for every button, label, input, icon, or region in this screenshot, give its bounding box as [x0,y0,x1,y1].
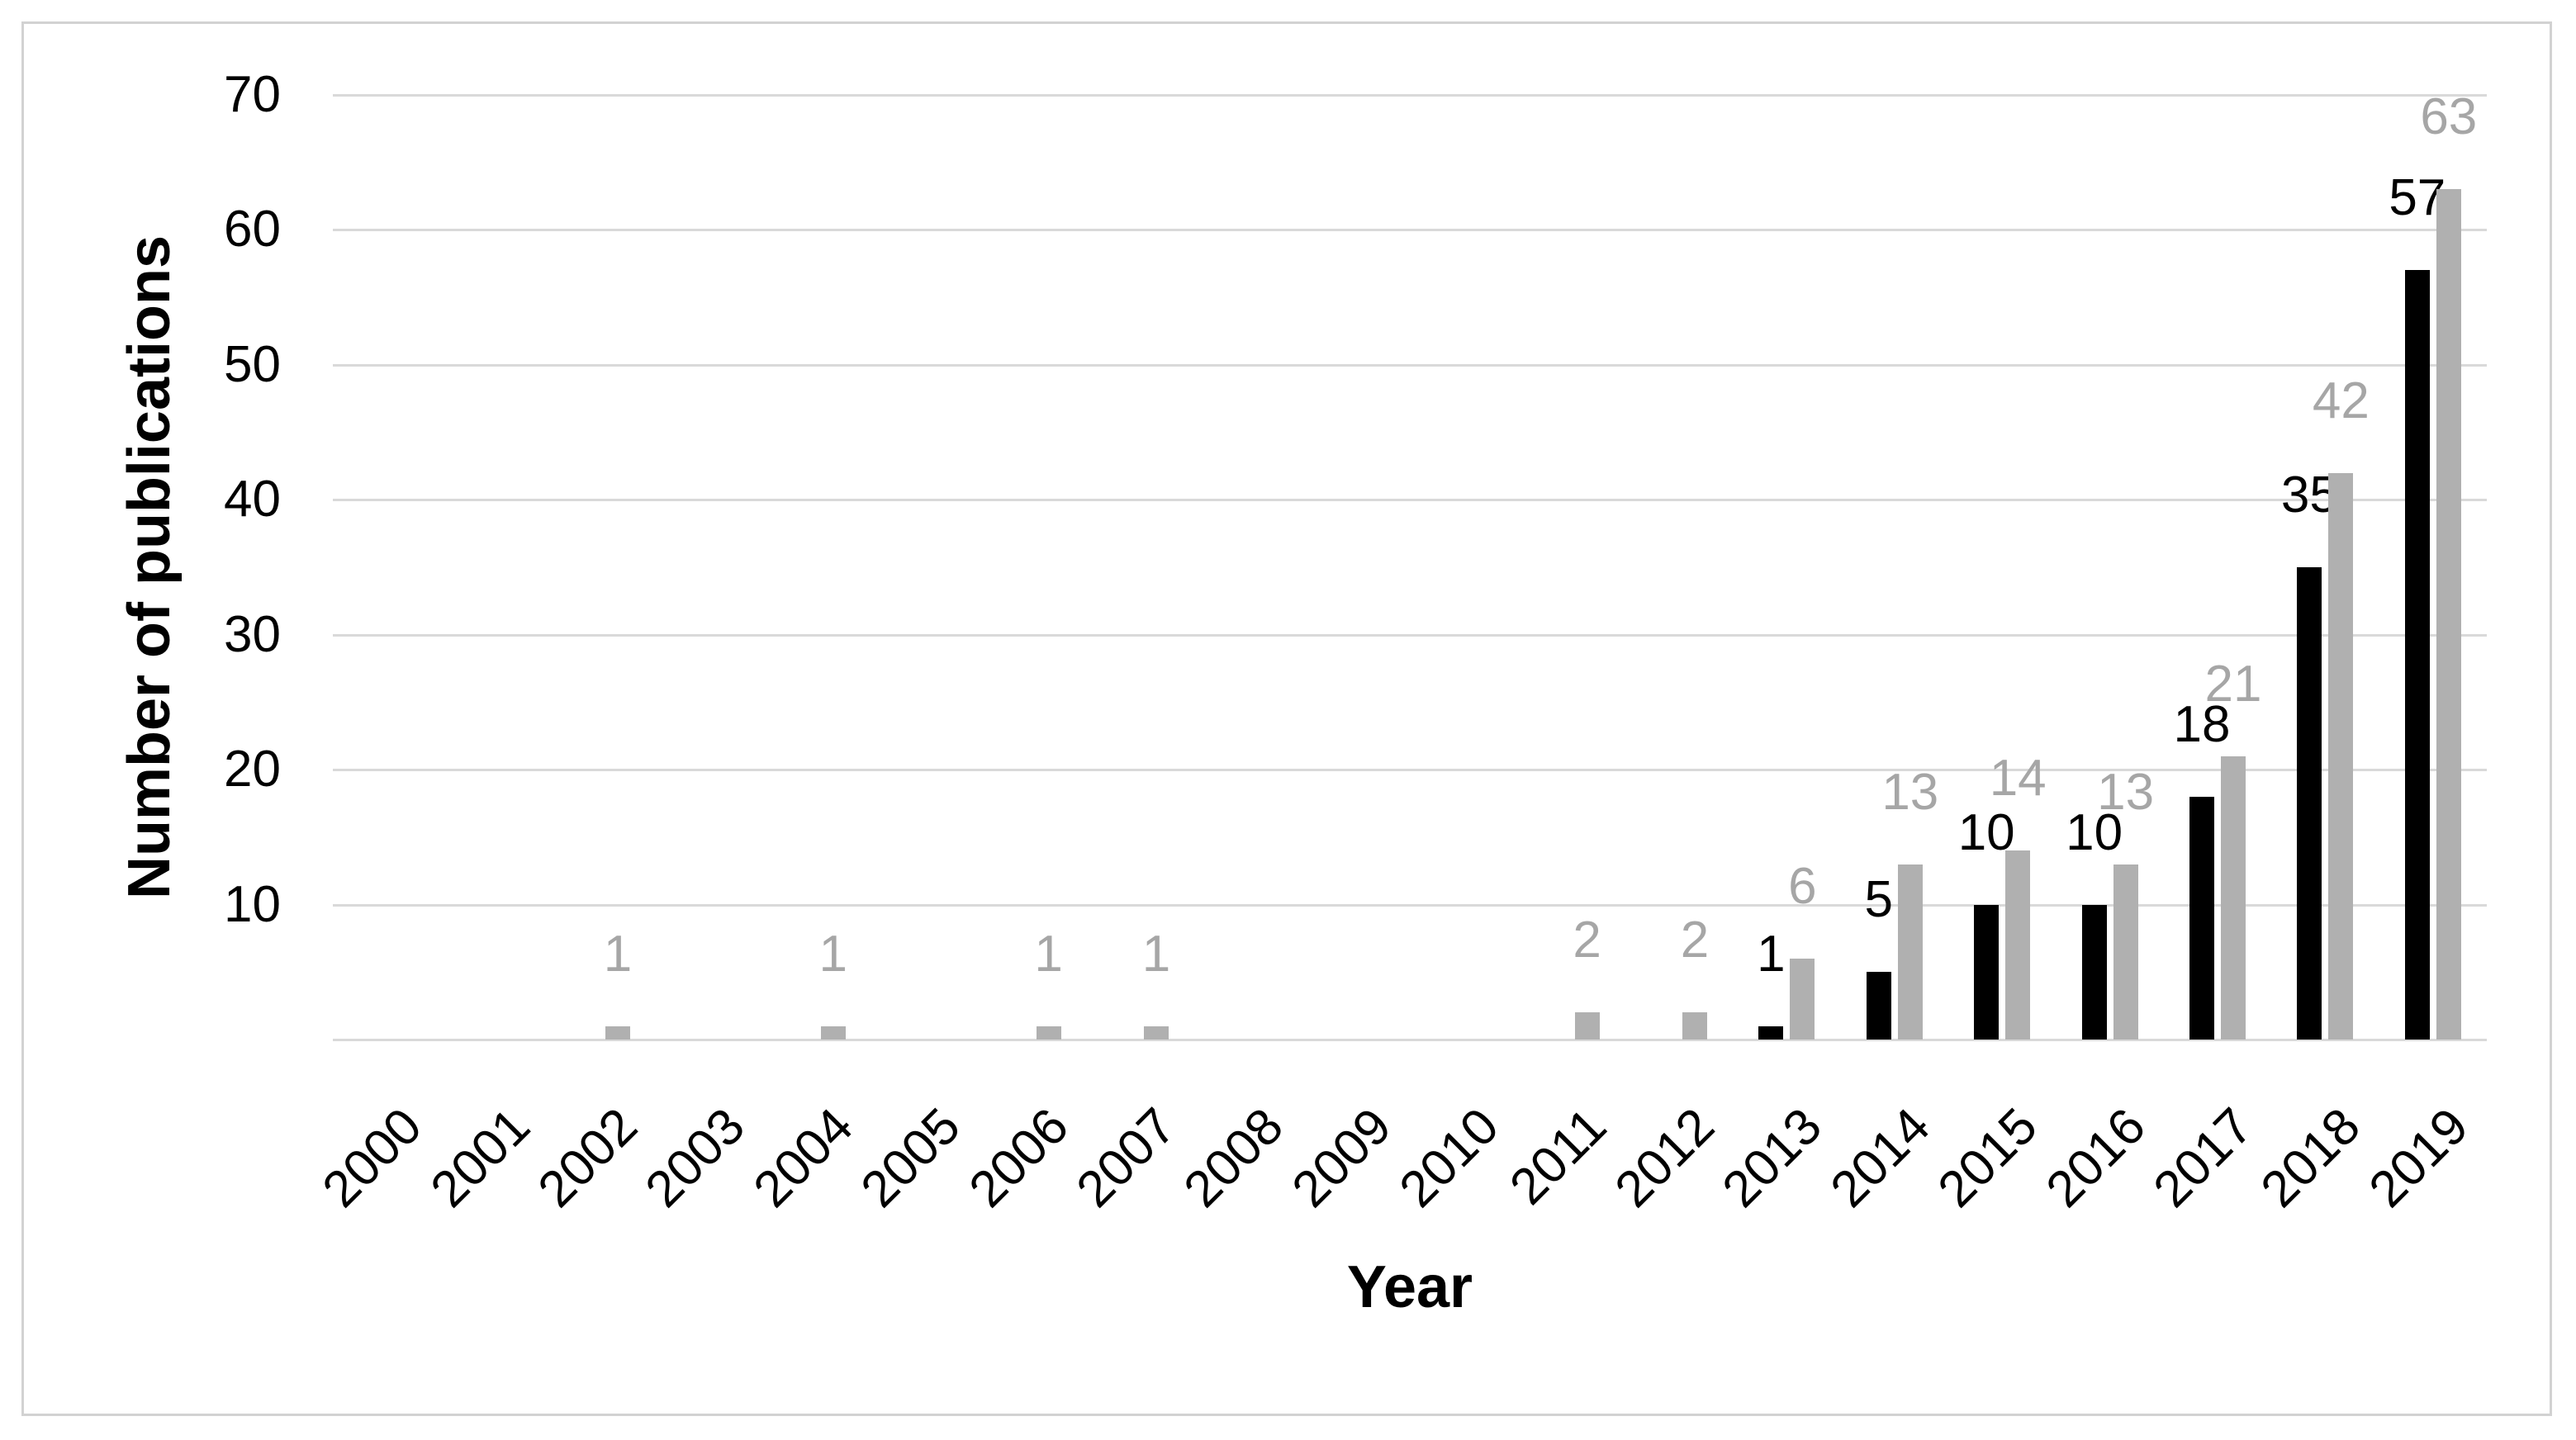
data-label-black-2014: 5 [1864,871,1894,929]
data-label-gray-2006: 1 [1034,925,1063,983]
bar-black-2015 [1974,904,2000,1040]
gridline-40 [333,499,2487,502]
bar-gray-2002 [605,1026,630,1040]
data-label-gray-2012: 2 [1680,912,1710,969]
y-tick-label-60: 60 [224,201,281,258]
gridline-10 [333,903,2487,907]
y-tick-label-40: 40 [224,471,281,528]
y-tick-label-70: 70 [224,66,281,123]
y-tick-label-10: 10 [224,875,281,933]
bar-gray-2017 [2221,756,2246,1040]
data-label-gray-2007: 1 [1141,925,1171,983]
data-label-gray-2017: 21 [2204,655,2262,713]
gridline-20 [333,769,2487,772]
data-label-gray-2002: 1 [603,925,633,983]
bar-gray-2014 [1897,864,1923,1040]
data-label-black-2016: 10 [2066,803,2123,861]
y-axis-title-text: Number of publications [116,234,183,900]
bar-gray-2016 [2113,864,2138,1040]
bar-gray-2006 [1036,1026,1061,1040]
data-label-gray-2014: 13 [1881,763,1939,821]
bar-gray-2012 [1682,1012,1707,1040]
figure-border [21,21,2552,1416]
y-tick-label-30: 30 [224,605,281,663]
data-label-black-2019: 57 [2389,169,2446,227]
gridline-30 [333,633,2487,637]
bar-gray-2013 [1790,958,1815,1040]
data-label-black-2017: 18 [2173,695,2231,753]
data-label-gray-2004: 1 [818,925,848,983]
data-label-gray-2011: 2 [1573,912,1601,969]
bar-black-2016 [2081,904,2107,1040]
y-tick-label-50: 50 [224,335,281,393]
bar-gray-2004 [820,1026,846,1040]
bar-gray-2018 [2328,472,2354,1040]
x-axis-title: Year [1346,1254,1473,1320]
data-label-gray-2016: 13 [2097,763,2155,821]
data-label-black-2018: 35 [2280,467,2338,523]
data-label-gray-2013: 6 [1788,857,1817,915]
bar-black-2017 [2189,796,2214,1040]
data-label-black-2015: 10 [1957,803,2015,861]
gridline-60 [333,229,2487,232]
bar-black-2013 [1758,1026,1784,1040]
bar-gray-2019 [2436,189,2461,1040]
data-label-gray-2015: 14 [1989,750,2047,808]
bar-gray-2015 [2005,850,2031,1040]
gridline-70 [333,94,2487,97]
bar-black-2019 [2404,270,2430,1040]
x-axis-line [333,1039,2487,1041]
bar-black-2014 [1866,972,1891,1040]
data-label-gray-2018: 42 [2312,372,2370,429]
bar-gray-2007 [1144,1026,1169,1040]
gridline-50 [333,363,2487,367]
data-label-black-2013: 1 [1757,925,1786,983]
bar-gray-2011 [1574,1012,1600,1040]
data-label-gray-2019: 63 [2420,88,2478,146]
bar-black-2018 [2297,567,2322,1040]
y-tick-label-20: 20 [224,741,281,798]
